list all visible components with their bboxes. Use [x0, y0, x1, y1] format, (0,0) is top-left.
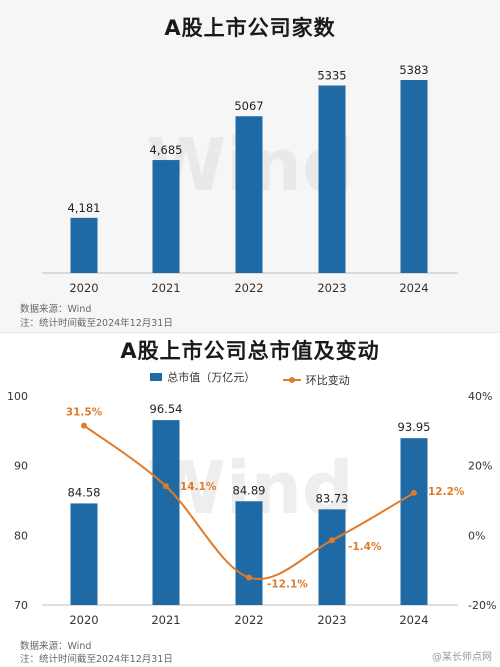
legend-label: 环比变动: [305, 374, 350, 387]
chart-title: A股上市公司总市值及变动: [120, 339, 380, 363]
x-tick-label: 2022: [234, 613, 263, 627]
bar: [235, 501, 263, 605]
bar: [400, 80, 428, 273]
bar: [235, 116, 263, 273]
left-axis-tick-label: 80: [14, 529, 28, 542]
bar: [318, 509, 346, 605]
source-note: 数据来源：Wind: [20, 641, 92, 652]
x-tick-label: 2024: [399, 281, 428, 295]
bar-value-label: 96.54: [150, 402, 183, 416]
left-axis-tick-label: 90: [14, 460, 28, 473]
legend-line-swatch: [282, 377, 301, 383]
line-value-label: 12.2%: [428, 486, 465, 498]
date-note: 注：统计时间截至2024年12月31日: [20, 318, 173, 329]
chart-panel-company-count: A股上市公司家数 Wind4,18120204,6852021506720225…: [0, 0, 500, 333]
bar-value-label: 84.89: [233, 483, 266, 497]
line-value-label: 31.5%: [66, 407, 103, 419]
line-point: [411, 489, 417, 496]
bar: [400, 438, 428, 605]
line-point: [81, 422, 87, 429]
legend-item-market-cap: 总市值（万亿元）: [150, 369, 255, 385]
line-value-label: -1.4%: [348, 541, 382, 553]
bar-value-label: 83.73: [316, 491, 349, 505]
x-tick-label: 2020: [69, 613, 98, 627]
x-tick-label: 2023: [317, 613, 346, 627]
chart-title: A股上市公司家数: [164, 16, 336, 40]
bar: [70, 217, 98, 273]
bar-value-label: 4,685: [150, 143, 183, 157]
line-value-label: 14.1%: [180, 481, 217, 493]
line-point: [246, 574, 252, 581]
left-axis-tick-label: 100: [7, 390, 28, 403]
bar: [152, 160, 180, 273]
right-axis-tick-label: 0%: [468, 529, 485, 542]
right-axis-tick-label: 20%: [468, 460, 492, 473]
x-tick-label: 2023: [317, 281, 346, 295]
x-tick-label: 2024: [399, 613, 428, 627]
x-tick-label: 2021: [151, 613, 180, 627]
x-tick-label: 2022: [234, 281, 263, 295]
bar: [318, 85, 346, 273]
bar-value-label: 5335: [317, 69, 346, 83]
line-point: [163, 483, 169, 490]
bar-value-label: 4,181: [68, 201, 101, 215]
left-axis-tick-label: 70: [14, 599, 28, 612]
bar: [70, 503, 98, 605]
chart-legend: 总市值（万亿元） 环比变动: [0, 369, 500, 388]
right-axis-tick-label: 40%: [468, 390, 492, 403]
right-axis-tick-label: -20%: [468, 599, 496, 612]
legend-item-change: 环比变动: [282, 372, 350, 388]
bar-value-label: 5383: [399, 63, 428, 77]
bar-value-label: 84.58: [68, 485, 101, 499]
bar-chart-company-count: Wind4,18120204,6852021506720225335202353…: [42, 63, 458, 295]
bar-value-label: 5067: [234, 99, 263, 113]
source-note: 数据来源：Wind: [20, 304, 92, 315]
legend-label: 总市值（万亿元）: [167, 371, 256, 384]
weibo-watermark: @某长师点网: [432, 652, 492, 663]
line-value-label: -12.1%: [267, 578, 308, 590]
combo-chart-market-cap: Wind708090100-20%0%20%40%84.58202096.542…: [7, 390, 496, 627]
chart-panel-market-cap: A股上市公司总市值及变动 总市值（万亿元） 环比变动 Wind 70 80 90 100…: [0, 333, 500, 667]
legend-swatch: [150, 373, 163, 381]
line-point: [329, 537, 335, 544]
bar: [152, 420, 180, 605]
x-tick-label: 2021: [151, 281, 180, 295]
bar-value-label: 93.95: [398, 420, 431, 434]
date-note: 注：统计时间截至2024年12月31日: [20, 654, 173, 665]
x-tick-label: 2020: [69, 281, 98, 295]
